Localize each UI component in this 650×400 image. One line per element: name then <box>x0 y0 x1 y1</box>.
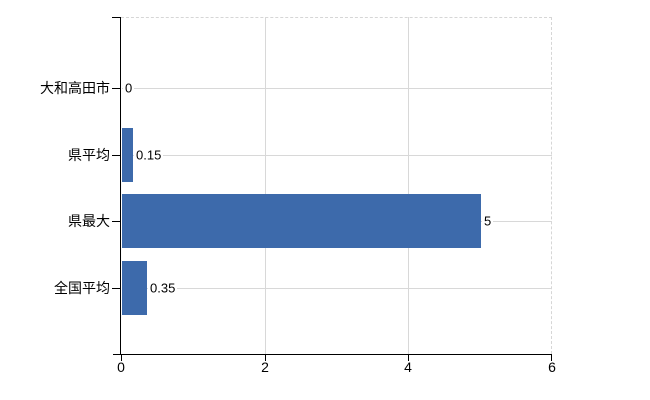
v-gridline <box>265 17 266 354</box>
x-axis <box>113 354 552 355</box>
category-label: 県最大 <box>68 213 110 229</box>
y-tick <box>112 88 120 89</box>
category-label: 全国平均 <box>54 280 110 296</box>
x-tick <box>121 355 122 361</box>
y-tick <box>112 17 120 18</box>
plot-area <box>121 17 552 354</box>
x-tick-label: 0 <box>117 359 125 375</box>
bar <box>122 261 147 315</box>
y-tick <box>112 288 120 289</box>
y-axis <box>120 17 121 355</box>
bar <box>122 194 481 248</box>
x-tick <box>551 355 552 361</box>
x-tick-label: 4 <box>404 359 412 375</box>
h-gridline <box>122 155 552 156</box>
y-tick <box>112 155 120 156</box>
category-label: 県平均 <box>68 147 110 163</box>
y-tick <box>112 221 120 222</box>
bar-value-label: 0.15 <box>134 147 164 163</box>
x-tick-label: 6 <box>548 359 556 375</box>
h-gridline <box>122 288 552 289</box>
x-tick <box>408 355 409 361</box>
category-label: 大和高田市 <box>40 80 110 96</box>
bar-value-label: 5 <box>482 213 494 229</box>
v-gridline <box>408 17 409 354</box>
bar-value-label: 0.35 <box>148 280 178 296</box>
bar-value-label: 0 <box>123 80 135 96</box>
h-gridline <box>122 88 552 89</box>
bar <box>122 128 133 182</box>
x-tick <box>265 355 266 361</box>
x-tick-label: 2 <box>261 359 269 375</box>
